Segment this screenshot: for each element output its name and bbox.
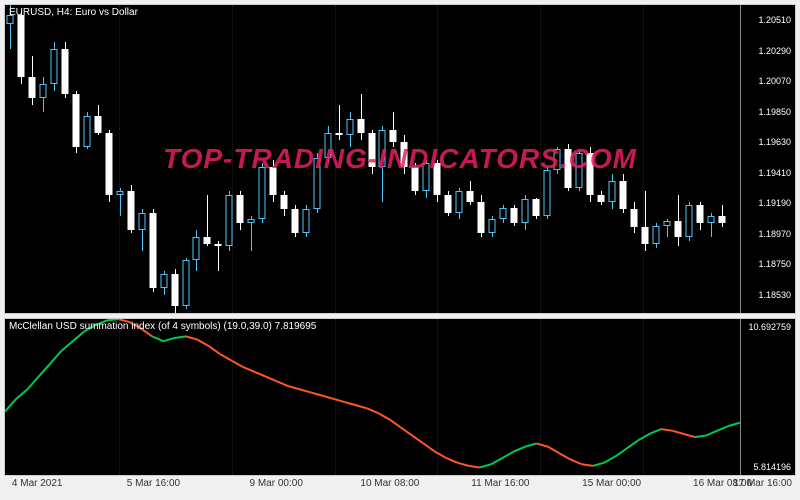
indicator-segment: [378, 413, 389, 419]
indicator-segment: [582, 464, 593, 466]
indicator-y-axis: 10.692759 5.814196: [740, 319, 795, 475]
indicator-segment: [322, 396, 333, 399]
indicator-segment: [16, 389, 27, 399]
indicator-segment: [310, 392, 321, 395]
indicator-segment: [548, 447, 559, 453]
indicator-segment: [423, 443, 434, 451]
indicator-segment: [163, 338, 174, 341]
time-gridline: [643, 5, 644, 313]
indicator-segment: [729, 423, 740, 426]
price-tick-label: 1.18750: [758, 259, 791, 269]
indicator-segment: [491, 458, 502, 464]
indicator-segment: [480, 464, 491, 467]
time-gridline: [232, 319, 233, 475]
indicator-tick-label: 10.692759: [748, 322, 791, 332]
indicator-segment: [288, 386, 299, 389]
time-gridline: [437, 319, 438, 475]
time-tick-label: 11 Mar 16:00: [471, 478, 529, 489]
indicator-segment: [672, 431, 683, 434]
price-tick-label: 1.20070: [758, 76, 791, 86]
time-gridline: [335, 319, 336, 475]
main-chart-title: EURUSD, H4: Euro vs Dollar: [9, 7, 138, 18]
indicator-panel[interactable]: McClellan USD summation index (of 4 symb…: [4, 318, 796, 476]
indicator-segment: [265, 376, 276, 381]
watermark-text: TOP-TRADING-INDICATORS.COM: [163, 143, 637, 175]
chart-container: EURUSD, H4: Euro vs Dollar 1.20510 1.2029…: [0, 0, 800, 500]
indicator-segment: [650, 429, 661, 434]
indicator-line-svg: [5, 319, 740, 475]
time-gridline: [643, 319, 644, 475]
indicator-segment: [401, 427, 412, 435]
time-gridline: [119, 5, 120, 313]
indicator-segment: [299, 389, 310, 392]
price-tick-label: 1.18970: [758, 229, 791, 239]
candlestick-panel[interactable]: EURUSD, H4: Euro vs Dollar 1.20510 1.2029…: [4, 4, 796, 314]
indicator-segment: [706, 431, 717, 436]
indicator-segment: [344, 402, 355, 405]
indicator-segment: [389, 419, 400, 427]
indicator-segment: [446, 458, 457, 463]
indicator-segment: [661, 429, 672, 431]
indicator-segment: [412, 435, 423, 443]
indicator-segment: [717, 426, 728, 431]
indicator-segment: [62, 341, 73, 351]
indicator-segment: [242, 367, 253, 372]
time-tick-label: 9 Mar 00:00: [250, 478, 303, 489]
price-tick-label: 1.19410: [758, 168, 791, 178]
indicator-title: McClellan USD summation index (of 4 symb…: [9, 321, 316, 332]
indicator-segment: [457, 463, 468, 466]
time-gridline: [119, 319, 120, 475]
price-tick-label: 1.19630: [758, 137, 791, 147]
time-tick-label: 17 Mar 16:00: [733, 478, 792, 489]
indicator-segment: [73, 332, 84, 342]
indicator-segment: [28, 376, 39, 389]
indicator-segment: [435, 451, 446, 457]
indicator-segment: [356, 405, 367, 408]
indicator-segment: [367, 408, 378, 413]
indicator-segment: [525, 443, 536, 446]
indicator-segment: [209, 346, 220, 354]
indicator-segment: [152, 336, 163, 341]
time-tick-label: 15 Mar 00:00: [582, 478, 641, 489]
indicator-segment: [616, 448, 627, 456]
indicator-segment: [39, 364, 50, 377]
indicator-segment: [469, 466, 480, 468]
indicator-segment: [220, 354, 231, 360]
indicator-segment: [50, 351, 61, 364]
indicator-segment: [254, 372, 265, 377]
indicator-segment: [175, 336, 186, 338]
indicator-segment: [593, 463, 604, 466]
indicator-segment: [627, 440, 638, 448]
price-tick-label: 1.19190: [758, 198, 791, 208]
indicator-segment: [276, 381, 287, 386]
price-tick-label: 1.20510: [758, 15, 791, 25]
indicator-segment: [570, 459, 581, 464]
price-tick-label: 1.18530: [758, 290, 791, 300]
price-tick-label: 1.19850: [758, 107, 791, 117]
time-tick-label: 4 Mar 2021: [12, 478, 63, 489]
indicator-segment: [186, 336, 197, 339]
indicator-segment: [683, 434, 694, 437]
indicator-tick-label: 5.814196: [753, 462, 791, 472]
price-tick-label: 1.20290: [758, 46, 791, 56]
indicator-plot-area[interactable]: [5, 319, 740, 475]
time-x-axis: 4 Mar 2021 5 Mar 16:00 9 Mar 00:00 10 Mar 0…: [4, 476, 796, 496]
indicator-segment: [503, 451, 514, 457]
price-y-axis: 1.20510 1.20290 1.20070 1.19850 1.19630 1.194…: [740, 5, 795, 313]
indicator-segment: [604, 456, 615, 462]
indicator-segment: [514, 447, 525, 452]
time-tick-label: 10 Mar 08:00: [360, 478, 419, 489]
indicator-segment: [695, 435, 706, 437]
time-tick-label: 5 Mar 16:00: [127, 478, 180, 489]
time-gridline: [540, 319, 541, 475]
indicator-segment: [197, 340, 208, 346]
indicator-segment: [5, 399, 16, 412]
indicator-segment: [536, 443, 547, 446]
indicator-segment: [559, 453, 570, 459]
indicator-segment: [638, 434, 649, 440]
